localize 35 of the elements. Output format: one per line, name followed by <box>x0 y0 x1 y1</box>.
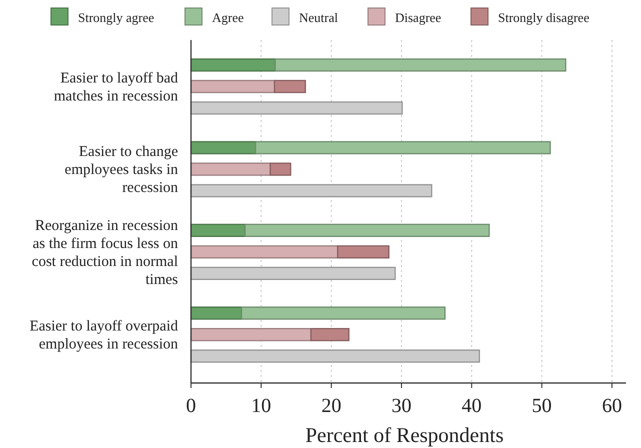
x-tick-label: 20 <box>321 395 342 417</box>
bar <box>240 306 446 320</box>
bar <box>190 58 276 72</box>
legend-label: Neutral <box>299 10 338 25</box>
bar <box>274 80 306 94</box>
x-tick-label: 60 <box>602 395 622 417</box>
bar <box>190 184 432 198</box>
bar <box>274 58 566 72</box>
bar <box>190 80 276 94</box>
bar <box>190 162 271 176</box>
bar <box>337 245 390 258</box>
x-tick-label: 40 <box>462 395 482 417</box>
x-tick-label: 10 <box>251 395 272 417</box>
bar <box>190 245 338 258</box>
bar <box>190 224 246 237</box>
y-tick-label: Easier to layoff overpaid employees in recession <box>30 318 178 353</box>
legend-label: Strongly disagree <box>498 10 590 25</box>
y-tick-label: Reorganize in recession as the firm focus less on cost reduction in normal times <box>32 218 178 288</box>
bar <box>190 350 480 363</box>
bar <box>244 224 490 237</box>
x-tick-label: 0 <box>186 395 196 417</box>
bar <box>270 162 292 176</box>
legend-label: Disagree <box>395 10 442 25</box>
legend-label: Agree <box>212 10 244 25</box>
x-tick-label: 30 <box>391 395 412 417</box>
bar <box>254 141 551 154</box>
bar <box>190 328 312 342</box>
y-tick-label: Easier to layoff bad matches in recession <box>54 70 178 104</box>
x-tick-label: 50 <box>532 395 552 417</box>
bar <box>190 141 256 154</box>
x-axis-title: Percent of Respondents <box>305 423 504 447</box>
bar <box>310 328 350 342</box>
legend-label: Strongly agree <box>78 10 154 25</box>
y-tick-label: Easier to change employees tasks in recession <box>64 144 178 196</box>
bar <box>190 306 242 320</box>
